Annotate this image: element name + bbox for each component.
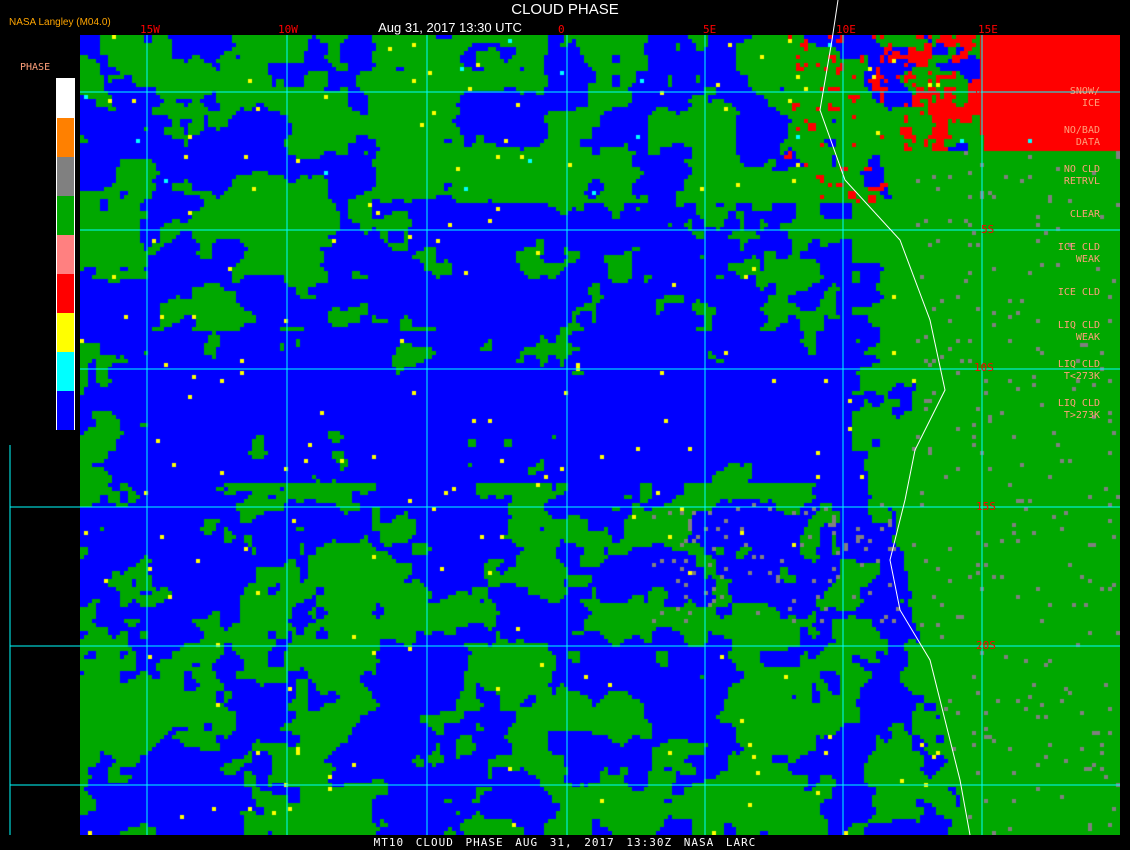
lon-label: 10E [836,23,856,36]
legend-swatch [57,391,74,430]
legend-swatch [57,235,74,274]
legend-label: SNOW/ ICE [1069,85,1100,109]
legend-label: ICE CLD WEAK [1057,241,1100,265]
lon-label: 5E [703,23,717,36]
legend-color-bar [56,78,75,430]
legend-swatch [57,157,74,196]
lat-label: 5S [981,223,995,236]
lat-label: 10S [974,361,994,374]
legend-label: CLEAR [1069,208,1100,220]
lat-label: 0 [975,84,982,97]
lat-label: 15S [976,500,996,513]
footer-caption: MT10 CLOUD PHASE AUG 31, 2017 13:30Z NAS… [373,836,757,849]
legend-label: ICE CLD [1057,286,1100,298]
legend-swatch [57,79,74,118]
page-title: CLOUD PHASE [511,1,619,18]
legend-label: LIQ CLD WEAK [1057,319,1100,343]
legend-label: LIQ CLD T>273K [1057,397,1100,421]
legend-swatch [57,196,74,235]
legend-title: PHASE [20,62,51,73]
legend-label: NO CLD RETRVL [1063,163,1100,187]
cloud-phase-map [80,35,1120,835]
legend-label: LIQ CLD T<273K [1057,358,1100,382]
legend-swatch [57,313,74,352]
org-label: NASA Langley (M04.0) [9,17,111,28]
timestamp: Aug 31, 2017 13:30 UTC [378,20,522,35]
lon-label: 10W [278,23,298,36]
lat-label: 20S [976,639,996,652]
coastline [819,0,971,836]
legend-swatch [57,118,74,157]
lon-label: 15W [140,23,160,36]
lon-label: 0 [558,23,565,36]
legend-swatch [57,352,74,391]
legend-swatch [57,274,74,313]
lon-label: 15E [978,23,998,36]
legend-label: NO/BAD DATA [1063,124,1100,148]
